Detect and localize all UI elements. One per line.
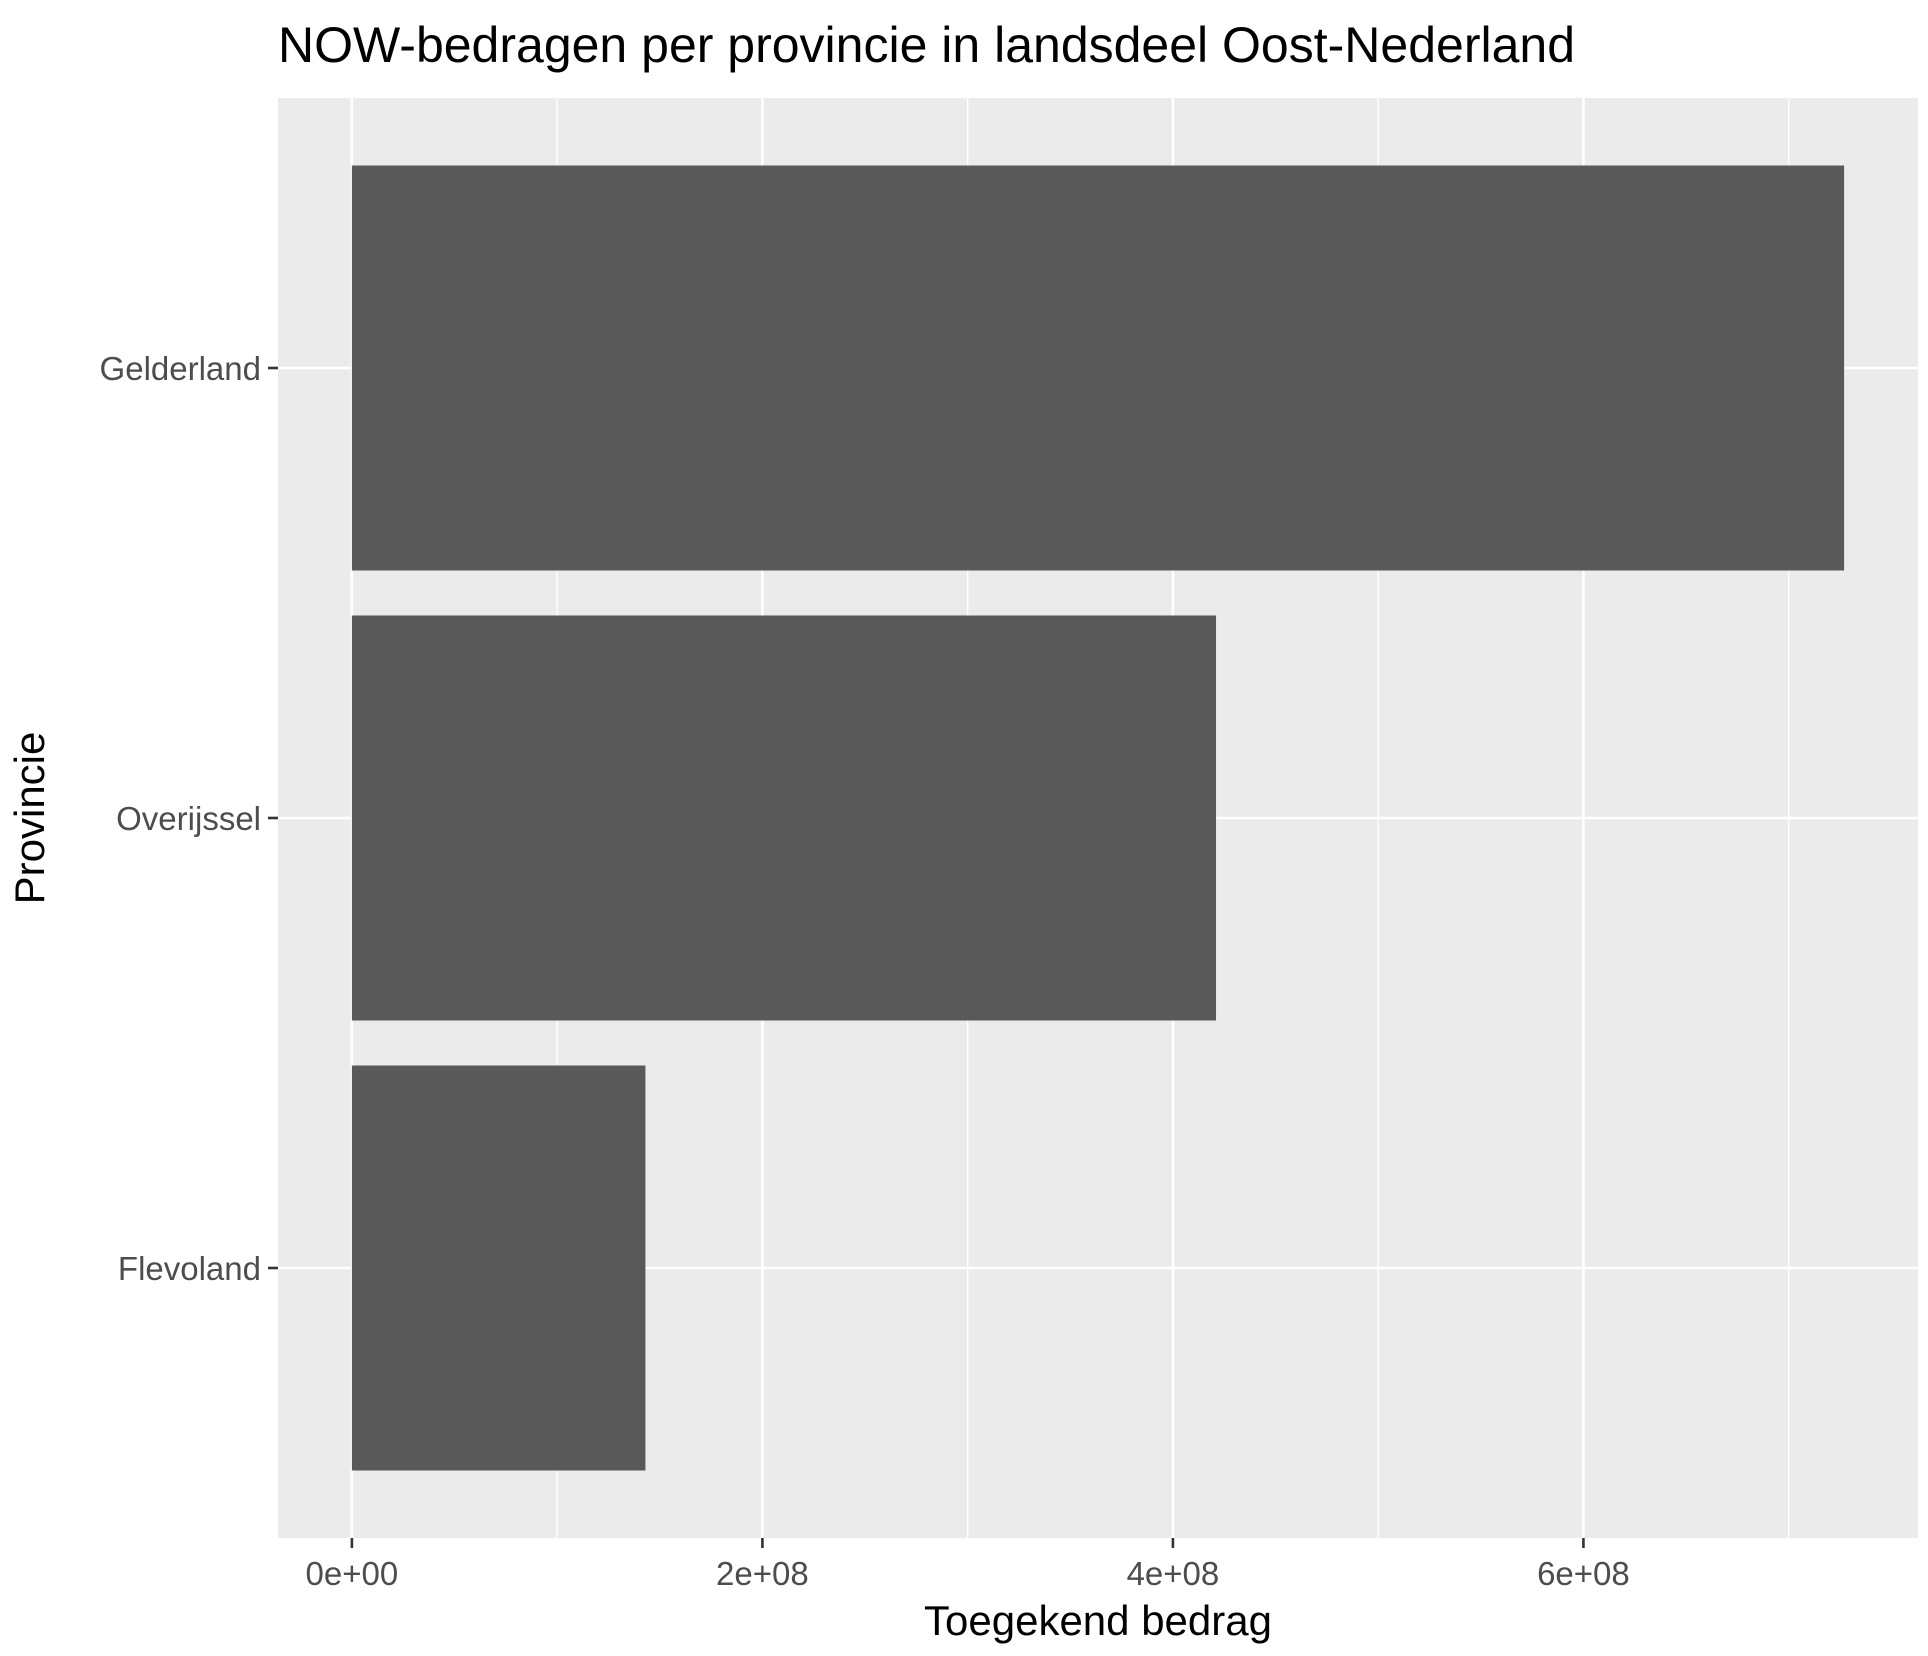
bars <box>351 165 1845 1471</box>
chart-title: NOW-bedragen per provincie in landsdeel … <box>278 17 1575 73</box>
x-tick-label: 0e+00 <box>306 1555 399 1592</box>
x-tick-label: 2e+08 <box>716 1555 809 1592</box>
y-tick-label: Overijssel <box>116 800 261 837</box>
x-axis-title: Toegekend bedrag <box>924 1597 1272 1644</box>
x-tick-label: 6e+08 <box>1537 1555 1630 1592</box>
y-axis-title: Provincie <box>6 732 53 905</box>
x-tick-label: 4e+08 <box>1127 1555 1220 1592</box>
bar-overijssel <box>351 615 1217 1021</box>
x-axis: 0e+00 2e+08 4e+08 6e+08 <box>306 1538 1630 1592</box>
y-axis: Gelderland Overijssel Flevoland <box>100 350 278 1287</box>
bar-flevoland <box>351 1065 646 1471</box>
y-tick-label: Flevoland <box>118 1250 261 1287</box>
bar-gelderland <box>351 165 1845 571</box>
y-tick-label: Gelderland <box>100 350 261 387</box>
